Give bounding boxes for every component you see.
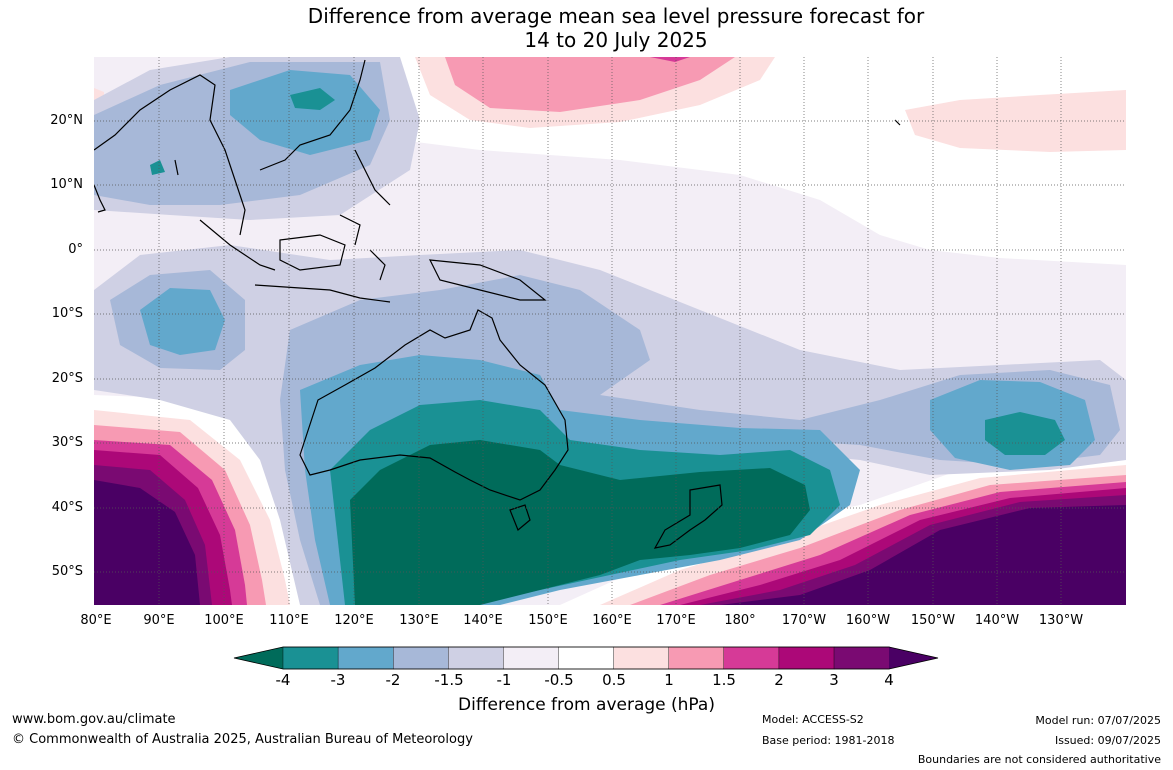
colorbar-swatch	[723, 646, 780, 670]
colorbar-label: -4	[275, 671, 291, 689]
colorbar-swatch	[503, 646, 560, 670]
colorbar-title: Difference from average (hPa)	[458, 695, 715, 715]
colorbar-swatch	[558, 646, 615, 670]
lon-label-120e: 120°E	[334, 613, 374, 628]
colorbar-swatches	[234, 646, 938, 670]
colorbar-label: -1.5	[434, 671, 464, 689]
lat-label-0: 0°	[68, 242, 83, 257]
lat-label-10n: 10°N	[50, 177, 83, 192]
lat-label-10s: 10°S	[51, 306, 83, 321]
colorbar-label: 0.5	[602, 671, 626, 689]
chart-title: Difference from average mean sea level p…	[0, 4, 1173, 52]
lon-label-130w: 130°W	[1038, 613, 1084, 628]
colorbar-label: 1	[664, 671, 674, 689]
colorbar-label: -2	[385, 671, 401, 689]
lon-label-180: 180°	[724, 613, 756, 628]
colorbar-swatch	[778, 646, 835, 670]
lat-label-30s: 30°S	[51, 435, 83, 450]
colorbar-label: 1.5	[712, 671, 736, 689]
lon-label-130e: 130°E	[399, 613, 439, 628]
lat-label-50s: 50°S	[51, 564, 83, 579]
colorbar-swatch	[668, 646, 725, 670]
disclaimer-text: Boundaries are not considered authoritat…	[917, 753, 1161, 766]
colorbar-swatch	[282, 646, 339, 670]
title-line-1: Difference from average mean sea level p…	[307, 4, 925, 28]
colorbar-swatch	[448, 646, 505, 670]
lat-label-20n: 20°N	[50, 113, 83, 128]
website-link[interactable]: www.bom.gov.au/climate	[12, 712, 176, 727]
colorbar-label: -1	[496, 671, 512, 689]
lon-label-160e: 160°E	[592, 613, 632, 628]
lon-label-90e: 90°E	[143, 613, 175, 628]
model-run-text: Model run: 07/07/2025	[1035, 714, 1161, 727]
graticule	[94, 57, 1126, 605]
colorbar-swatch	[833, 646, 890, 670]
colorbar-label: 4	[884, 671, 894, 689]
colorbar-label: -3	[330, 671, 346, 689]
lon-label-160w: 160°W	[845, 613, 891, 628]
lon-label-170w: 170°W	[781, 613, 827, 628]
model-text: Model: ACCESS-S2	[762, 713, 864, 726]
colorbar-label: -0.5	[544, 671, 574, 689]
lon-label-80e: 80°E	[80, 613, 112, 628]
lon-label-170e: 170°E	[656, 613, 696, 628]
lon-label-100e: 100°E	[204, 613, 244, 628]
colorbar-swatch	[889, 647, 938, 669]
coastlines	[94, 59, 901, 549]
lon-label-150w: 150°W	[910, 613, 956, 628]
lon-label-140w: 140°W	[974, 613, 1020, 628]
lon-label-110e: 110°E	[269, 613, 309, 628]
lon-label-140e: 140°E	[463, 613, 503, 628]
colorbar-label: 2	[774, 671, 784, 689]
lat-label-40s: 40°S	[51, 500, 83, 515]
lon-label-150e: 150°E	[528, 613, 568, 628]
colorbar-label: 3	[829, 671, 839, 689]
colorbar-swatch	[613, 646, 670, 670]
copyright-text: © Commonwealth of Australia 2025, Austra…	[12, 732, 473, 747]
colorbar-swatch	[337, 646, 394, 670]
issued-text: Issued: 09/07/2025	[1054, 734, 1161, 747]
colorbar-swatch	[234, 647, 283, 669]
lat-label-20s: 20°S	[51, 371, 83, 386]
colorbar-outline	[233, 646, 939, 670]
title-line-2: 14 to 20 July 2025	[524, 28, 708, 52]
colorbar	[233, 646, 939, 670]
pressure-anomaly-field	[94, 57, 1126, 605]
base-period-text: Base period: 1981-2018	[762, 734, 895, 747]
colorbar-swatch	[393, 646, 450, 670]
